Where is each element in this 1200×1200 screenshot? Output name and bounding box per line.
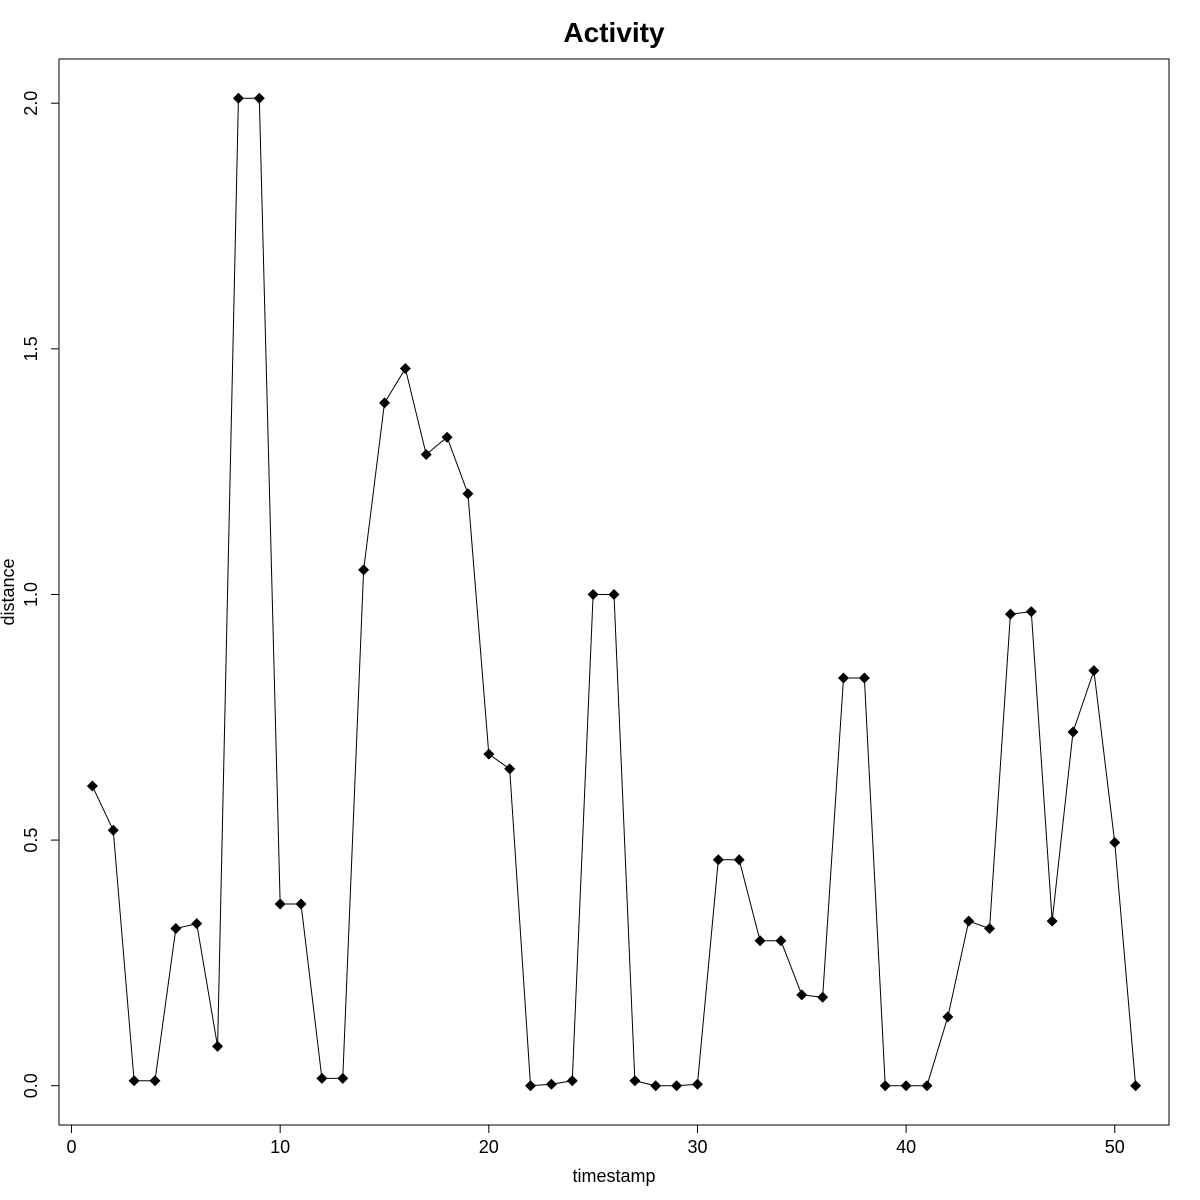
data-point <box>691 1078 703 1090</box>
data-point <box>858 672 870 684</box>
data-point <box>358 564 370 576</box>
data-point <box>817 991 829 1003</box>
data-point <box>879 1080 891 1092</box>
x-axis-label: timestamp <box>572 1166 655 1186</box>
data-point <box>316 1072 328 1084</box>
data-point <box>274 898 286 910</box>
data-point <box>337 1072 349 1084</box>
data-point <box>754 935 766 947</box>
data-point <box>629 1075 641 1087</box>
data-point <box>232 92 244 104</box>
data-point <box>608 588 620 600</box>
data-point <box>504 763 516 775</box>
y-tick-label: 1.5 <box>21 336 41 361</box>
data-point <box>796 989 808 1001</box>
data-point <box>671 1080 683 1092</box>
data-point <box>483 748 495 760</box>
data-point <box>212 1040 224 1052</box>
x-axis: 0 10 20 30 40 50 <box>67 1124 1125 1157</box>
x-tick-label: 50 <box>1105 1137 1125 1157</box>
x-tick-label: 10 <box>270 1137 290 1157</box>
x-tick-label: 20 <box>479 1137 499 1157</box>
data-point <box>378 397 390 409</box>
data-point <box>191 918 203 930</box>
data-point <box>775 935 787 947</box>
y-tick-label: 0.5 <box>21 828 41 853</box>
x-tick-label: 40 <box>896 1137 916 1157</box>
data-point <box>462 488 474 500</box>
data-point <box>107 824 119 836</box>
y-tick-label: 0.0 <box>21 1073 41 1098</box>
x-tick-label: 30 <box>687 1137 707 1157</box>
data-point <box>1046 915 1058 927</box>
data-point <box>86 780 98 792</box>
data-point <box>1088 665 1100 677</box>
data-point <box>149 1075 161 1087</box>
data-point <box>525 1080 537 1092</box>
series-markers <box>86 92 1142 1092</box>
data-point <box>900 1080 912 1092</box>
data-point <box>295 898 307 910</box>
y-tick-label: 2.0 <box>21 91 41 116</box>
chart-title: Activity <box>563 17 665 48</box>
data-point <box>984 923 996 935</box>
data-point <box>170 923 182 935</box>
y-tick-label: 1.0 <box>21 582 41 607</box>
data-point <box>399 362 411 374</box>
data-point <box>838 672 850 684</box>
x-tick-label: 0 <box>67 1137 77 1157</box>
data-point <box>420 448 432 460</box>
data-point <box>587 588 599 600</box>
data-point <box>1109 837 1121 849</box>
data-point <box>441 431 453 443</box>
data-point <box>1067 726 1079 738</box>
data-point <box>566 1075 578 1087</box>
data-point <box>1025 606 1037 618</box>
data-point <box>1004 608 1016 620</box>
data-point <box>1130 1080 1142 1092</box>
y-axis-label: distance <box>0 558 18 625</box>
data-point <box>921 1080 933 1092</box>
data-point <box>128 1075 140 1087</box>
data-point <box>545 1078 557 1090</box>
data-point <box>712 854 724 866</box>
data-point <box>942 1011 954 1023</box>
data-point <box>650 1080 662 1092</box>
data-point <box>963 915 975 927</box>
y-axis: 0.0 0.5 1.0 1.5 2.0 <box>21 91 60 1098</box>
data-point <box>733 854 745 866</box>
data-point <box>253 92 265 104</box>
